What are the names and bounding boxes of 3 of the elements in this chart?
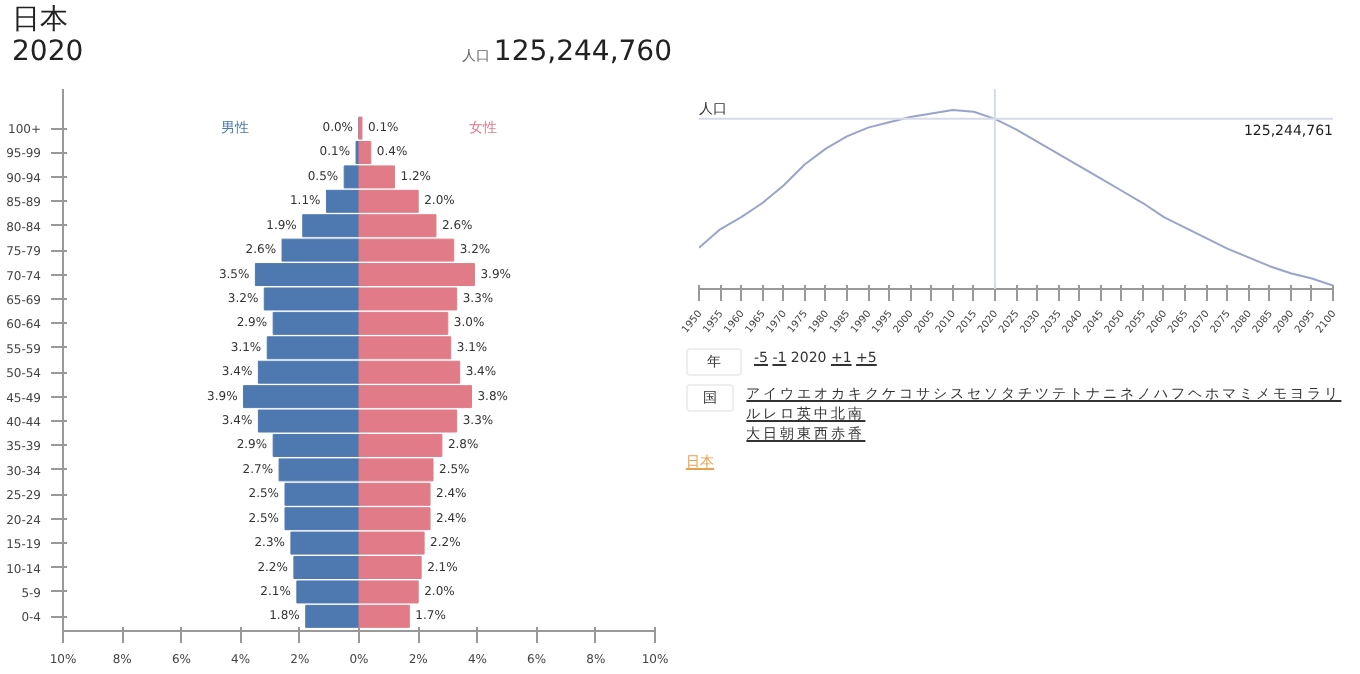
- text: 125,244,760: [493, 36, 672, 68]
- chart-subtitle: 2020: [12, 36, 84, 72]
- chart-title: 日本: [12, 4, 70, 36]
